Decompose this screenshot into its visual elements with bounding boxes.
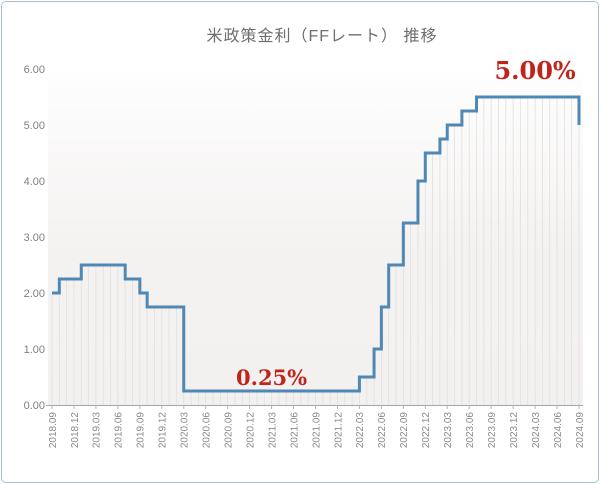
x-tick-label: 2022.06 bbox=[377, 412, 388, 449]
x-tick-label: 2021.09 bbox=[311, 412, 322, 449]
y-tick-label: 3.00 bbox=[24, 232, 45, 244]
y-tick-label: 4.00 bbox=[24, 176, 45, 188]
series-line bbox=[52, 95, 581, 393]
x-tick-label: 2023.09 bbox=[487, 412, 498, 449]
y-tick-label: 2.00 bbox=[24, 288, 45, 300]
y-axis-labels: 0.00 1.00 2.00 3.00 4.00 5.00 6.00 bbox=[24, 64, 45, 412]
y-tick-label: 0.00 bbox=[24, 400, 45, 412]
x-tick-label: 2024.03 bbox=[531, 412, 542, 449]
series-group bbox=[52, 95, 581, 393]
chart-title: 米政策金利（FFレート） 推移 bbox=[206, 28, 438, 45]
x-tick-label: 2023.12 bbox=[509, 412, 520, 449]
rate-low-annotation: 0.25% bbox=[236, 365, 307, 390]
x-tick-label: 2020.09 bbox=[223, 412, 234, 449]
x-tick-label: 2019.06 bbox=[114, 412, 125, 449]
x-tick-label: 2019.09 bbox=[136, 412, 147, 449]
x-tick-label: 2021.03 bbox=[267, 412, 278, 449]
y-tick-label: 6.00 bbox=[24, 64, 45, 76]
drop-lines bbox=[51, 97, 580, 405]
x-tick-label: 2022.03 bbox=[355, 412, 366, 449]
rate-peak-annotation: 5.00% bbox=[494, 56, 575, 85]
plot-area-background bbox=[48, 69, 583, 405]
x-axis-labels: 2018.09 2018.12 2019.03 2019.06 2019.09 2019.… bbox=[48, 412, 586, 449]
x-axis bbox=[46, 405, 583, 409]
annotations: 0.25% 5.00% bbox=[236, 56, 576, 390]
x-tick-label: 2020.03 bbox=[180, 412, 191, 449]
x-tick-label: 2022.09 bbox=[399, 412, 410, 449]
x-tick-label: 2018.09 bbox=[48, 412, 59, 449]
x-tick-label: 2018.12 bbox=[70, 412, 81, 449]
y-tick-label: 5.00 bbox=[24, 120, 45, 132]
x-tick-label: 2021.12 bbox=[333, 412, 344, 449]
x-tick-label: 2023.03 bbox=[443, 412, 454, 449]
x-tick-label: 2020.06 bbox=[202, 412, 213, 449]
x-tick-label: 2024.06 bbox=[553, 412, 564, 449]
x-tick-label: 2021.06 bbox=[289, 412, 300, 449]
x-tick-label: 2022.12 bbox=[421, 412, 432, 449]
y-tick-label: 1.00 bbox=[24, 344, 45, 356]
x-tick-label: 2019.12 bbox=[158, 412, 169, 449]
x-tick-label: 2023.06 bbox=[465, 412, 476, 449]
x-tick-label: 2019.03 bbox=[92, 412, 103, 449]
x-tick-label: 2024.09 bbox=[575, 412, 586, 449]
x-tick-label: 2020.12 bbox=[245, 412, 256, 449]
